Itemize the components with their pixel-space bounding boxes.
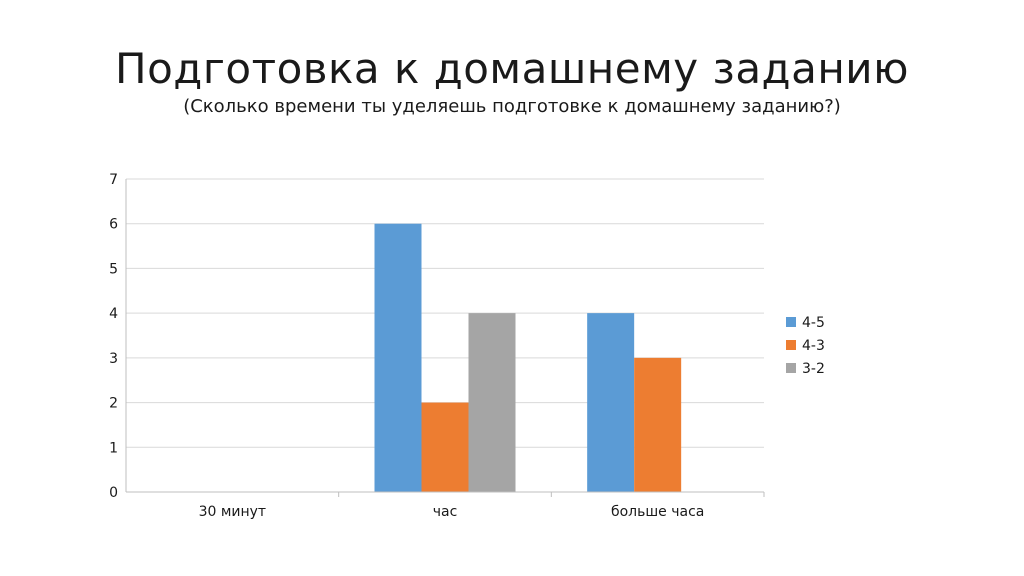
legend-swatch [786,363,796,373]
x-category-labels: 30 минут час больше часа [199,504,705,520]
legend-label: 4-3 [802,338,825,354]
bar-4-5-1 [374,223,422,492]
x-category-label: час [433,504,458,520]
y-tick-label: 5 [109,261,118,277]
legend-swatch [786,317,796,327]
bar-4-5-2 [587,313,635,492]
y-tick-label: 0 [109,485,118,501]
bar-3-2-1 [468,313,516,492]
x-category-label: 30 минут [199,504,267,520]
legend-label: 3-2 [802,361,825,377]
y-tick-label: 3 [109,351,118,367]
legend-label: 4-5 [802,315,825,331]
y-tick-label: 2 [109,396,118,412]
y-tick-label: 4 [109,306,118,322]
bar-4-3-1 [421,402,469,492]
bar-4-3-2 [634,357,682,492]
y-tick-label: 1 [109,440,118,456]
legend-swatch [786,340,796,350]
chart-subtitle: (Сколько времени ты уделяешь подготовке … [183,96,841,117]
x-category-label: больше часа [611,504,704,520]
y-tick-labels: 0 1 2 3 4 5 6 7 [109,172,118,501]
y-tick-label: 7 [109,172,118,188]
legend: 4-5 4-3 3-2 [786,315,825,377]
axes [125,179,765,497]
y-tick-label: 6 [109,217,118,233]
chart-title: Подготовка к домашнему заданию [115,44,909,93]
bars [374,223,682,492]
